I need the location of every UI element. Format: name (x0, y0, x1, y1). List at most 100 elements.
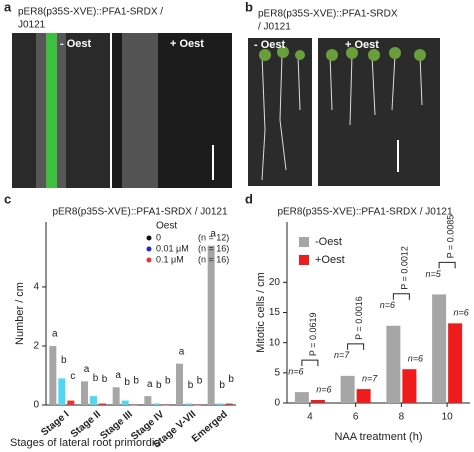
image-label: + Oest (170, 38, 204, 50)
significance-letter: a (115, 370, 121, 381)
bar (99, 403, 106, 405)
y-tick-label: 0 (33, 400, 39, 411)
n-label: n=6 (288, 367, 303, 377)
n-label: n=6 (453, 308, 468, 318)
image-label: - Oest (60, 38, 92, 50)
significance-letter: b (156, 380, 162, 391)
bar (121, 400, 129, 405)
y-tick-label: 20 (269, 277, 281, 288)
image-label: - Oest (254, 39, 286, 51)
significance-letter: b (219, 380, 225, 391)
p-value: P = 0.0016 (354, 296, 364, 340)
y-tick-label: 5 (274, 367, 280, 378)
n-label: n=7 (334, 350, 350, 360)
bracket (347, 343, 365, 350)
bracket (438, 261, 456, 269)
bar (185, 403, 192, 405)
significance-letter: a (147, 379, 153, 390)
gfp-signal (46, 33, 57, 188)
significance-letter: b (124, 377, 130, 388)
bar (162, 405, 170, 406)
significance-letter: b (188, 380, 194, 391)
n-label: n=7 (362, 373, 378, 383)
x-tick-label: 10 (442, 412, 454, 423)
bar (112, 387, 120, 405)
y-tick-label: 4 (33, 282, 39, 293)
n-label: n=6 (380, 300, 395, 310)
significance-letter: a (179, 346, 185, 357)
p-value: P = 0.0012 (400, 246, 410, 290)
x-tick-label: 4 (307, 412, 313, 423)
significance-letter: b (197, 376, 203, 387)
significance-letter: b (228, 374, 234, 385)
bar (340, 375, 355, 403)
panel-letter: d (245, 191, 253, 206)
significance-letter: b (61, 355, 67, 366)
x-tick-label: Emerged (190, 409, 230, 445)
leaves (259, 46, 426, 61)
significance-letter: b (102, 374, 108, 385)
bracket (301, 359, 319, 367)
panel-letter: b (245, 0, 253, 14)
legend-label: +Oest (315, 254, 345, 266)
bar (432, 294, 447, 403)
image-label: + Oest (345, 39, 379, 51)
chart-title: pER8(p35S-XVE)::PFA1-SRDX / J0121 (277, 207, 453, 218)
significance-letter: a (84, 364, 90, 375)
x-tick-label: Stage I (39, 409, 71, 439)
bracket (392, 293, 410, 300)
bar (49, 345, 57, 405)
bar (356, 389, 371, 403)
y-axis-label: Number / cm (14, 282, 26, 345)
root-shape (122, 33, 158, 188)
significance-letter: a (210, 228, 216, 239)
significance-letter: b (165, 376, 171, 387)
x-tick-label: 8 (399, 412, 405, 423)
y-tick-label: 2 (33, 341, 39, 352)
x-tick-label: Stage II (69, 409, 103, 440)
legend-label: 0.1 μM (156, 254, 184, 264)
bar (130, 405, 138, 406)
legend-n: (n = 16) (198, 243, 229, 253)
bar (58, 378, 66, 405)
p-value: P = 0.0085 (446, 215, 456, 259)
significance-letter: c (70, 371, 75, 382)
bar (386, 325, 401, 403)
bar (207, 245, 215, 405)
panel-title: J0121 (18, 20, 46, 31)
x-tick-label: 6 (353, 412, 359, 423)
bar (81, 381, 88, 405)
bar (176, 363, 183, 405)
panel-title: pER8(p35S-XVE)::PFA1-SRDX (258, 9, 398, 20)
y-tick-label: 15 (269, 307, 281, 318)
bar (225, 403, 233, 405)
legend-marker (146, 235, 152, 241)
bar (294, 392, 309, 403)
n-label: n=5 (425, 269, 441, 279)
legend-label: -Oest (315, 236, 342, 248)
legend-marker (146, 246, 152, 252)
p-value: P = 0.0619 (308, 313, 318, 357)
y-axis-label: Mitotic cells / cm (255, 272, 267, 353)
x-axis-label: NAA treatment (h) (334, 431, 422, 443)
bar (310, 399, 325, 403)
legend-marker (146, 257, 152, 263)
chart-title: pER8(p35S-XVE)::PFA1-SRDX / J0121 (52, 207, 228, 218)
panel-title: / J0121 (258, 22, 291, 33)
significance-letter: b (93, 373, 99, 384)
seedling-image (318, 38, 440, 186)
legend-label: 0.01 μM (156, 243, 189, 253)
roots (261, 54, 423, 181)
y-tick-label: 10 (269, 337, 281, 348)
legend-swatch (299, 237, 309, 247)
significance-letter: b (133, 376, 139, 387)
panel-title: pER8(p35S-XVE)::PFA1-SRDX / (18, 7, 163, 18)
y-tick-label: 0 (274, 398, 280, 409)
legend-title: Oest (156, 221, 177, 232)
bar (194, 405, 201, 406)
n-label: n=6 (408, 354, 423, 364)
legend-n: (n = 12) (198, 232, 229, 242)
bar (67, 400, 75, 405)
